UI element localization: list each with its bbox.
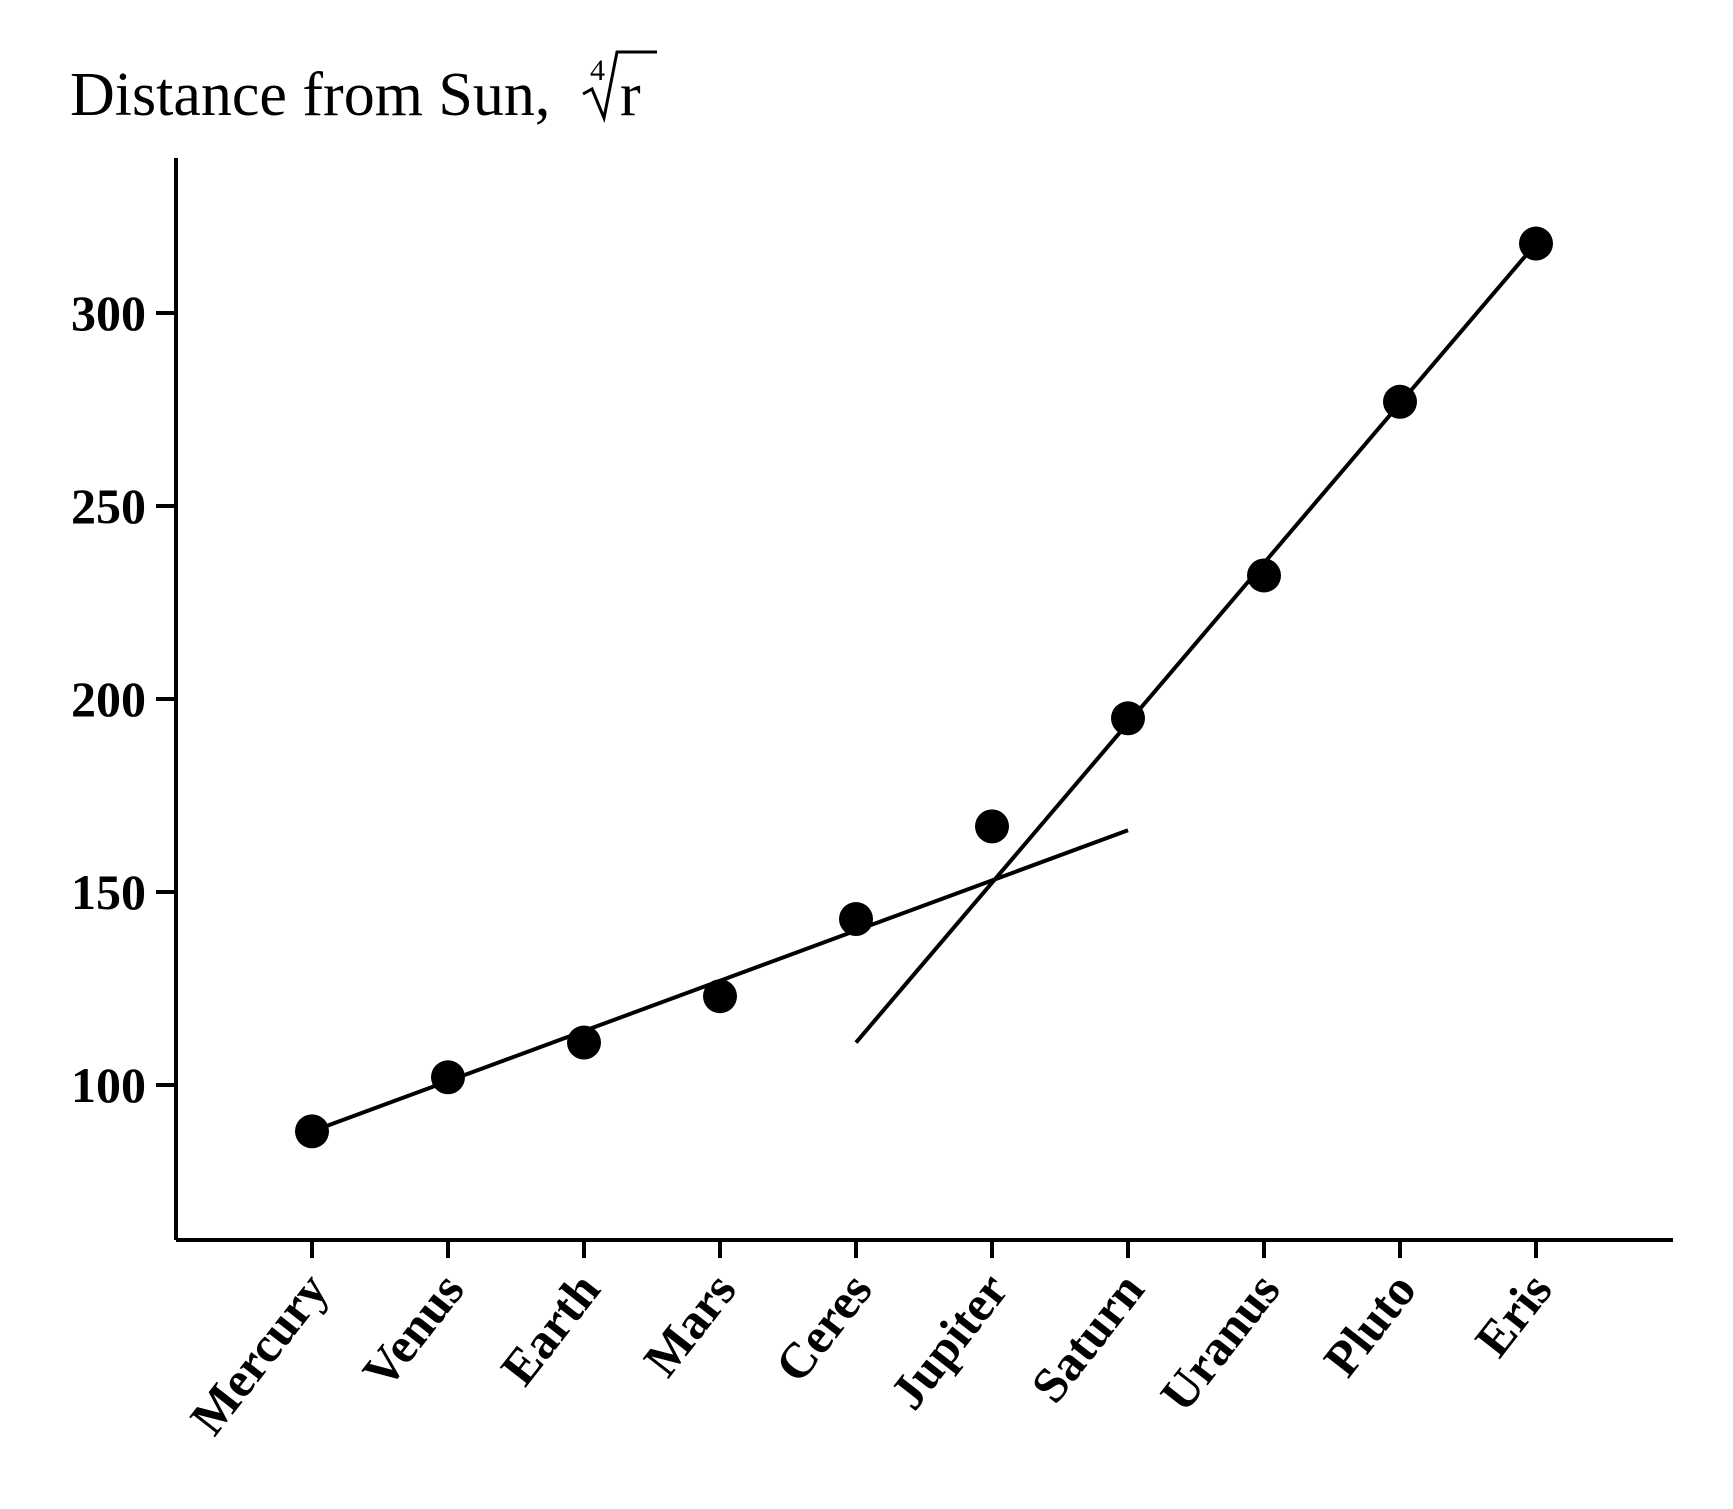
trend-line-2 — [854, 242, 1538, 1044]
axes — [174, 158, 1673, 1242]
x-tick-label-jupiter: Jupiter — [879, 1262, 1019, 1419]
x-tick-label-mercury: Mercury — [179, 1262, 339, 1445]
y-tick-label: 100 — [71, 1057, 146, 1113]
data-point-mars — [703, 979, 737, 1014]
x-tick-label-uranus: Uranus — [1149, 1262, 1291, 1421]
data-point-earth — [567, 1025, 601, 1060]
y-axis-ticks: 100 150 200 250 300 — [71, 285, 176, 1113]
x-tick-label-eris: Eris — [1464, 1262, 1563, 1367]
y-tick-label: 200 — [71, 671, 146, 727]
y-axis-title-root-index: 4 — [590, 54, 605, 87]
x-tick-label-saturn: Saturn — [1020, 1262, 1155, 1413]
x-tick-label-venus: Venus — [351, 1262, 474, 1398]
data-point-saturn — [1111, 701, 1145, 736]
x-tick-label-pluto: Pluto — [1312, 1262, 1426, 1386]
x-tick-label-mars: Mars — [632, 1262, 746, 1386]
data-point-ceres — [839, 902, 873, 937]
data-point-pluto — [1383, 384, 1417, 419]
data-point-uranus — [1247, 558, 1281, 593]
y-axis-title-prefix: Distance from Sun, — [70, 61, 550, 129]
data-point-venus — [431, 1060, 465, 1095]
data-points — [295, 226, 1553, 1149]
y-tick-label: 150 — [71, 864, 146, 920]
data-point-eris — [1519, 226, 1553, 261]
radical-sign — [582, 50, 657, 124]
data-point-mercury — [295, 1114, 329, 1149]
y-axis-title: Distance from Sun, 4 r — [70, 50, 657, 129]
x-tick-label-ceres: Ceres — [764, 1262, 883, 1392]
y-tick-label: 300 — [71, 285, 146, 341]
y-axis-title-radicand: r — [620, 61, 641, 129]
y-tick-label: 250 — [71, 478, 146, 534]
data-point-jupiter — [975, 809, 1009, 844]
x-tick-label-earth: Earth — [490, 1262, 611, 1395]
trend-lines — [311, 242, 1538, 1134]
